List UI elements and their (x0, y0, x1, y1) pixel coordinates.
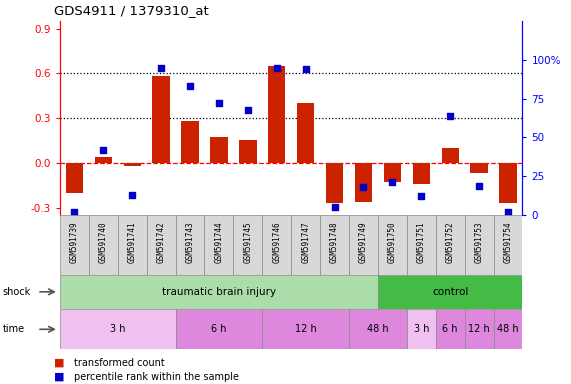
Point (99, 147, 108, 153)
Bar (66, 163, 83, 193)
Text: GSM591750: GSM591750 (388, 221, 397, 263)
Bar (407, 215, 436, 275)
Text: GSM591751: GSM591751 (417, 221, 426, 263)
Text: 48 h: 48 h (497, 324, 519, 334)
Point (272, 65, 282, 71)
Bar (384, 163, 401, 182)
Bar (349, 309, 407, 349)
Bar (378, 215, 407, 275)
Bar (436, 309, 465, 349)
Text: shock: shock (3, 287, 31, 297)
Bar (436, 215, 465, 275)
Bar (182, 121, 199, 163)
Bar (465, 309, 493, 349)
Text: 3 h: 3 h (110, 324, 126, 334)
Text: GSM591742: GSM591742 (156, 221, 166, 263)
Text: ■: ■ (54, 358, 65, 368)
Text: control: control (432, 287, 468, 297)
Point (128, 192, 137, 198)
Bar (234, 215, 262, 275)
Text: GSM591752: GSM591752 (446, 221, 455, 263)
Bar (152, 76, 170, 163)
Bar (60, 215, 89, 275)
Text: 12 h: 12 h (468, 324, 490, 334)
Text: GSM591740: GSM591740 (99, 221, 108, 263)
Text: GSM591745: GSM591745 (243, 221, 252, 263)
Text: GSM591743: GSM591743 (186, 221, 195, 263)
Bar (60, 309, 176, 349)
Bar (349, 215, 378, 275)
Bar (407, 309, 436, 349)
Bar (326, 163, 343, 203)
Bar (493, 309, 522, 349)
Point (388, 179, 397, 185)
Point (156, 65, 166, 71)
Bar (441, 148, 459, 163)
Bar (239, 141, 256, 163)
Text: 3 h: 3 h (413, 324, 429, 334)
Text: 6 h: 6 h (443, 324, 458, 334)
Text: GSM591747: GSM591747 (301, 221, 310, 263)
Bar (413, 163, 430, 184)
Text: ■: ■ (54, 372, 65, 382)
Bar (60, 275, 378, 309)
Point (417, 194, 426, 200)
Bar (95, 157, 112, 163)
Bar (210, 137, 228, 163)
Text: transformed count: transformed count (74, 358, 165, 368)
Bar (493, 215, 522, 275)
Bar (471, 163, 488, 173)
Text: traumatic brain injury: traumatic brain injury (162, 287, 276, 297)
Point (301, 66, 310, 72)
Text: time: time (3, 324, 25, 334)
Text: GSM591741: GSM591741 (128, 221, 136, 263)
Bar (355, 163, 372, 202)
Point (186, 83, 195, 89)
Bar (291, 215, 320, 275)
Text: 12 h: 12 h (295, 324, 316, 334)
Bar (499, 163, 517, 203)
Bar (262, 309, 349, 349)
Text: GDS4911 / 1379310_at: GDS4911 / 1379310_at (54, 4, 209, 17)
Text: percentile rank within the sample: percentile rank within the sample (74, 372, 239, 382)
Point (330, 204, 339, 210)
Bar (123, 163, 141, 166)
Bar (89, 215, 118, 275)
Bar (465, 215, 493, 275)
Bar (297, 103, 315, 163)
Bar (204, 215, 234, 275)
Point (504, 209, 513, 215)
Text: GSM591754: GSM591754 (504, 221, 513, 263)
Bar (147, 215, 176, 275)
Text: GSM591746: GSM591746 (272, 221, 282, 263)
Bar (320, 215, 349, 275)
Text: GSM591749: GSM591749 (359, 221, 368, 263)
Point (214, 100, 223, 106)
Text: 48 h: 48 h (367, 324, 389, 334)
Point (475, 182, 484, 189)
Text: 6 h: 6 h (211, 324, 227, 334)
Text: GSM591753: GSM591753 (475, 221, 484, 263)
Point (445, 113, 455, 119)
Bar (176, 309, 262, 349)
Point (70, 209, 79, 215)
Point (359, 184, 368, 190)
Text: GSM591739: GSM591739 (70, 221, 79, 263)
Text: GSM591748: GSM591748 (330, 221, 339, 263)
Bar (268, 66, 286, 163)
Bar (118, 215, 147, 275)
Bar (176, 215, 204, 275)
Point (243, 106, 252, 113)
Text: GSM591744: GSM591744 (215, 221, 223, 263)
Bar (378, 275, 522, 309)
Bar (262, 215, 291, 275)
